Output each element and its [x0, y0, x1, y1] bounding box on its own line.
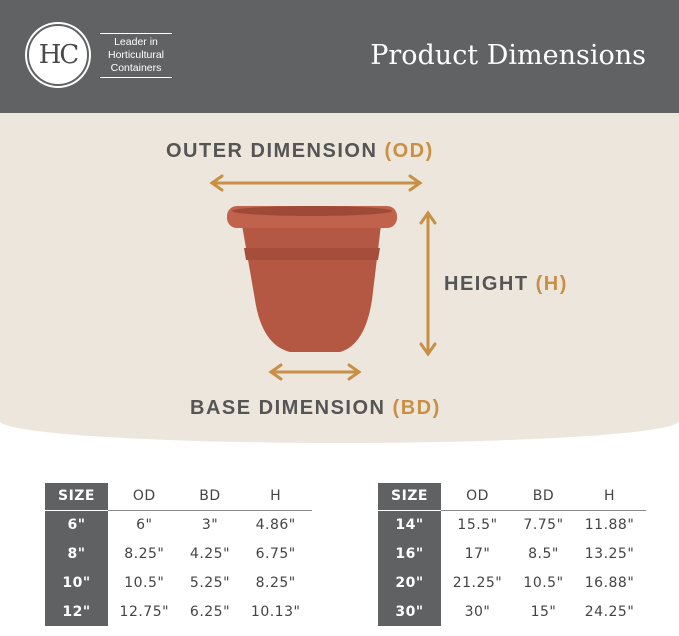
tagline-line: Containers: [110, 62, 162, 74]
cell: 30": [464, 603, 491, 620]
cell: 17": [464, 545, 491, 562]
size-cell: 14": [378, 510, 441, 539]
cell: 13.25": [584, 545, 635, 562]
table-row: 12" 12.75" 6.25" 10.13": [45, 597, 312, 626]
column-header: H: [239, 483, 312, 511]
table-row: 6" 6" 3" 4.86": [45, 510, 312, 539]
table-row: 30" 30" 15" 24.25": [378, 597, 646, 626]
height-label: HEIGHT (H): [444, 273, 568, 295]
tagline-line: Horticultural: [107, 49, 165, 61]
outer-dimension-arrow: [209, 174, 423, 192]
cell: 15": [530, 603, 557, 620]
cell: 10.13": [250, 603, 301, 620]
column-header: OD: [108, 483, 181, 511]
cell: 6.25": [189, 603, 231, 620]
size-table-right: SIZE OD BD H 14" 15.5" 7.75" 11.88" 16" 17" 8.5" 13…: [378, 483, 646, 626]
tagline: Leader in Horticultural Containers: [100, 33, 172, 78]
height-arrow: [419, 210, 437, 357]
cell: 16.88": [584, 574, 635, 591]
cell: 12.75": [119, 603, 170, 620]
column-header: H: [573, 483, 646, 511]
column-header: BD: [180, 483, 240, 511]
column-header: BD: [513, 483, 574, 511]
size-cell: 10": [45, 568, 108, 597]
column-header: SIZE: [45, 483, 108, 511]
cell: 8.25": [255, 574, 296, 591]
column-header: OD: [441, 483, 514, 511]
outer-dimension-label: OUTER DIMENSION (OD): [166, 140, 434, 162]
cell: 6": [136, 516, 153, 533]
table-row: 14" 15.5" 7.75" 11.88": [378, 510, 646, 539]
pot-diagram: [209, 174, 437, 381]
cell: 3": [201, 516, 219, 533]
table-header-row: SIZE OD BD H: [45, 483, 312, 511]
cell: 6.75": [255, 545, 296, 562]
size-cell: 8": [45, 539, 108, 568]
cell: 21.25": [452, 574, 503, 591]
size-cell: 12": [45, 597, 108, 626]
tagline-line: Leader in: [114, 36, 158, 48]
cell: 5.25": [189, 574, 231, 591]
table-row: 10" 10.5" 5.25" 8.25": [45, 568, 312, 597]
header: HC Leader in Horticultural Containers Pr…: [0, 0, 679, 113]
cell: 10.5": [124, 574, 165, 591]
cell: 11.88": [584, 516, 635, 533]
cell: 8.5": [528, 545, 559, 562]
cell: 24.25": [584, 603, 635, 620]
size-cell: 20": [378, 568, 441, 597]
base-dimension-label: BASE DIMENSION (BD): [190, 397, 441, 419]
cell: 4.86": [255, 516, 296, 533]
cell: 7.75": [523, 516, 564, 533]
cell: 8.25": [124, 545, 165, 562]
cell: 10.5": [523, 574, 564, 591]
size-cell: 30": [378, 597, 441, 626]
table-row: 8" 8.25" 4.25" 6.75": [45, 539, 312, 568]
cell: 4.25": [189, 545, 231, 562]
table-row: 20" 21.25" 10.5" 16.88": [378, 568, 646, 597]
table-row: 16" 17" 8.5" 13.25": [378, 539, 646, 568]
pot-image: [227, 206, 397, 352]
page-title: Product Dimensions: [370, 40, 646, 71]
brand-logo: HC: [27, 24, 89, 86]
size-cell: 6": [45, 510, 108, 539]
size-cell: 16": [378, 539, 441, 568]
base-dimension-arrow: [268, 363, 362, 381]
size-table-left: SIZE OD BD H 6" 6" 3" 4.86" 8" 8.25" 4.25" 6.75" 10"…: [45, 483, 312, 626]
table-header-row: SIZE OD BD H: [378, 483, 646, 511]
column-header: SIZE: [378, 483, 441, 511]
cell: 15.5": [457, 516, 498, 533]
logo-text: HC: [38, 40, 80, 70]
